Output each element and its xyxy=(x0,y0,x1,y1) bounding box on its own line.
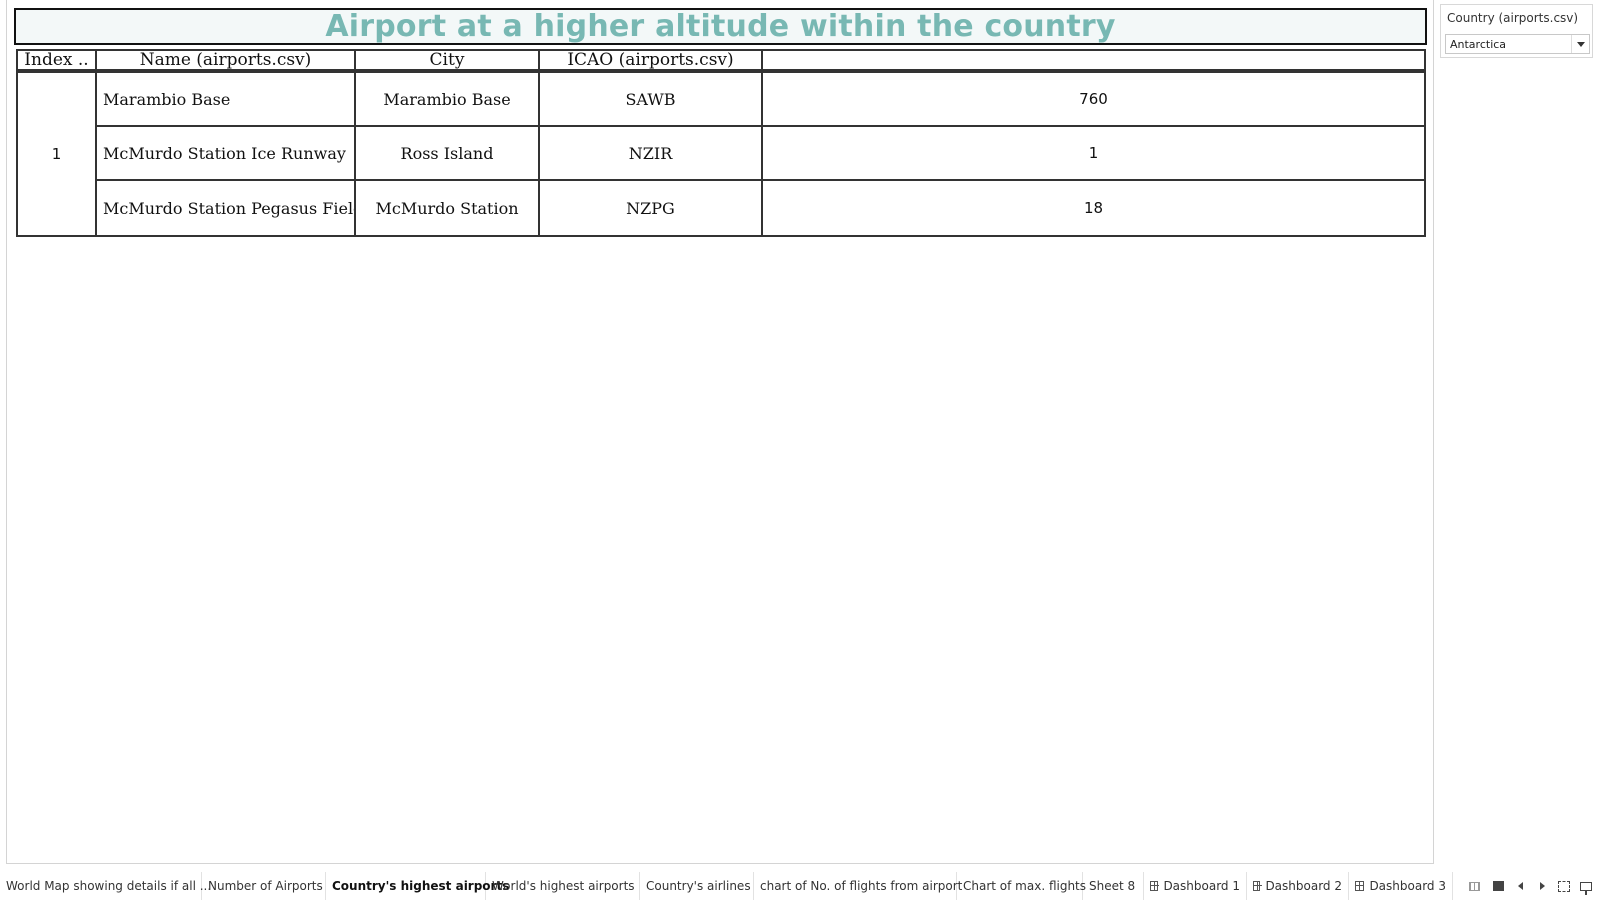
name-cell[interactable]: Marambio Base xyxy=(97,73,356,125)
dashboard-icon xyxy=(1253,881,1263,891)
tab-chart-flights-from-airport[interactable]: chart of No. of flights from airport xyxy=(754,872,962,900)
scroll-tabs-left-icon[interactable] xyxy=(1512,878,1528,894)
tab-label: Dashboard 3 xyxy=(1369,879,1446,893)
show-tabs-icon[interactable] xyxy=(1490,878,1506,894)
tab-label: Dashboard 1 xyxy=(1163,879,1240,893)
table-body: 1 Marambio Base Marambio Base SAWB 760 M… xyxy=(16,71,1426,237)
dashboard-icon xyxy=(1150,881,1160,891)
tab-label: Number of Airports xyxy=(208,879,323,893)
value-cell[interactable]: 18 xyxy=(1083,199,1104,217)
tab-countrys-airlines[interactable]: Country's airlines xyxy=(640,872,754,900)
worksheet-canvas: Airport at a higher altitude within the … xyxy=(6,0,1434,864)
value-cell[interactable]: 760 xyxy=(1079,90,1108,108)
table-row[interactable]: McMurdo Station Pegasus Field McMurdo St… xyxy=(97,181,1424,235)
header-city[interactable]: City xyxy=(354,49,538,71)
tab-label: World's highest airports xyxy=(492,879,635,893)
icao-cell[interactable]: SAWB xyxy=(540,73,763,125)
name-cell[interactable]: McMurdo Station Pegasus Field xyxy=(97,181,356,235)
value-cell[interactable]: 1 xyxy=(1088,144,1099,162)
dashboard-icon xyxy=(1355,881,1365,891)
tab-number-of-airports[interactable]: Number of Airports xyxy=(202,872,326,900)
filter-label: Country (airports.csv) xyxy=(1447,11,1579,25)
tab-chart-max-flights[interactable]: Chart of max. flights xyxy=(957,872,1087,900)
chevron-down-icon[interactable] xyxy=(1571,35,1589,53)
scroll-tabs-right-icon[interactable] xyxy=(1534,878,1550,894)
tab-dashboard-2[interactable]: Dashboard 2 xyxy=(1247,872,1349,900)
header-measure[interactable] xyxy=(761,49,1426,71)
city-cell[interactable]: Ross Island xyxy=(356,127,540,179)
header-name[interactable]: Name (airports.csv) xyxy=(95,49,354,71)
tab-dashboard-1[interactable]: Dashboard 1 xyxy=(1144,872,1247,900)
country-dropdown[interactable]: Antarctica xyxy=(1445,34,1590,54)
presentation-mode-icon[interactable] xyxy=(1578,878,1594,895)
icao-cell[interactable]: NZIR xyxy=(540,127,763,179)
table-row[interactable]: Marambio Base Marambio Base SAWB 760 xyxy=(97,73,1424,127)
dropdown-value: Antarctica xyxy=(1450,37,1507,51)
worksheet-title-box: Airport at a higher altitude within the … xyxy=(14,8,1427,45)
tab-label: Dashboard 2 xyxy=(1265,879,1342,893)
icao-cell[interactable]: NZPG xyxy=(540,181,763,235)
table-row[interactable]: McMurdo Station Ice Runway Ross Island N… xyxy=(97,127,1424,181)
show-filmstrip-icon[interactable] xyxy=(1466,878,1482,894)
name-cell[interactable]: McMurdo Station Ice Runway xyxy=(97,127,356,179)
tab-sheet-8[interactable]: Sheet 8 xyxy=(1083,872,1144,900)
tab-worlds-highest-airports[interactable]: World's highest airports xyxy=(486,872,640,900)
city-cell[interactable]: McMurdo Station xyxy=(356,181,540,235)
tab-countrys-highest-airports[interactable]: Country's highest airports xyxy=(326,872,509,900)
country-filter: Country (airports.csv) Antarctica xyxy=(1440,4,1593,58)
tab-dashboard-3[interactable]: Dashboard 3 xyxy=(1349,872,1453,900)
tab-label: Chart of max. flights xyxy=(963,879,1087,893)
tab-label: World Map showing details if all ... xyxy=(6,879,212,893)
sheet-tab-bar: World Map showing details if all ... Num… xyxy=(0,872,1600,900)
index-cell[interactable]: 1 xyxy=(18,73,97,235)
full-screen-icon[interactable] xyxy=(1556,878,1572,894)
header-index[interactable]: Index .. xyxy=(16,49,95,71)
city-cell[interactable]: Marambio Base xyxy=(356,73,540,125)
worksheet-title: Airport at a higher altitude within the … xyxy=(325,9,1116,44)
tab-label: Country's airlines xyxy=(646,879,751,893)
tab-world-map[interactable]: World Map showing details if all ... xyxy=(0,872,211,900)
tab-label: Sheet 8 xyxy=(1089,879,1136,893)
tab-label: chart of No. of flights from airport xyxy=(760,879,963,893)
tab-label: Country's highest airports xyxy=(332,879,510,893)
header-icao[interactable]: ICAO (airports.csv) xyxy=(538,49,761,71)
